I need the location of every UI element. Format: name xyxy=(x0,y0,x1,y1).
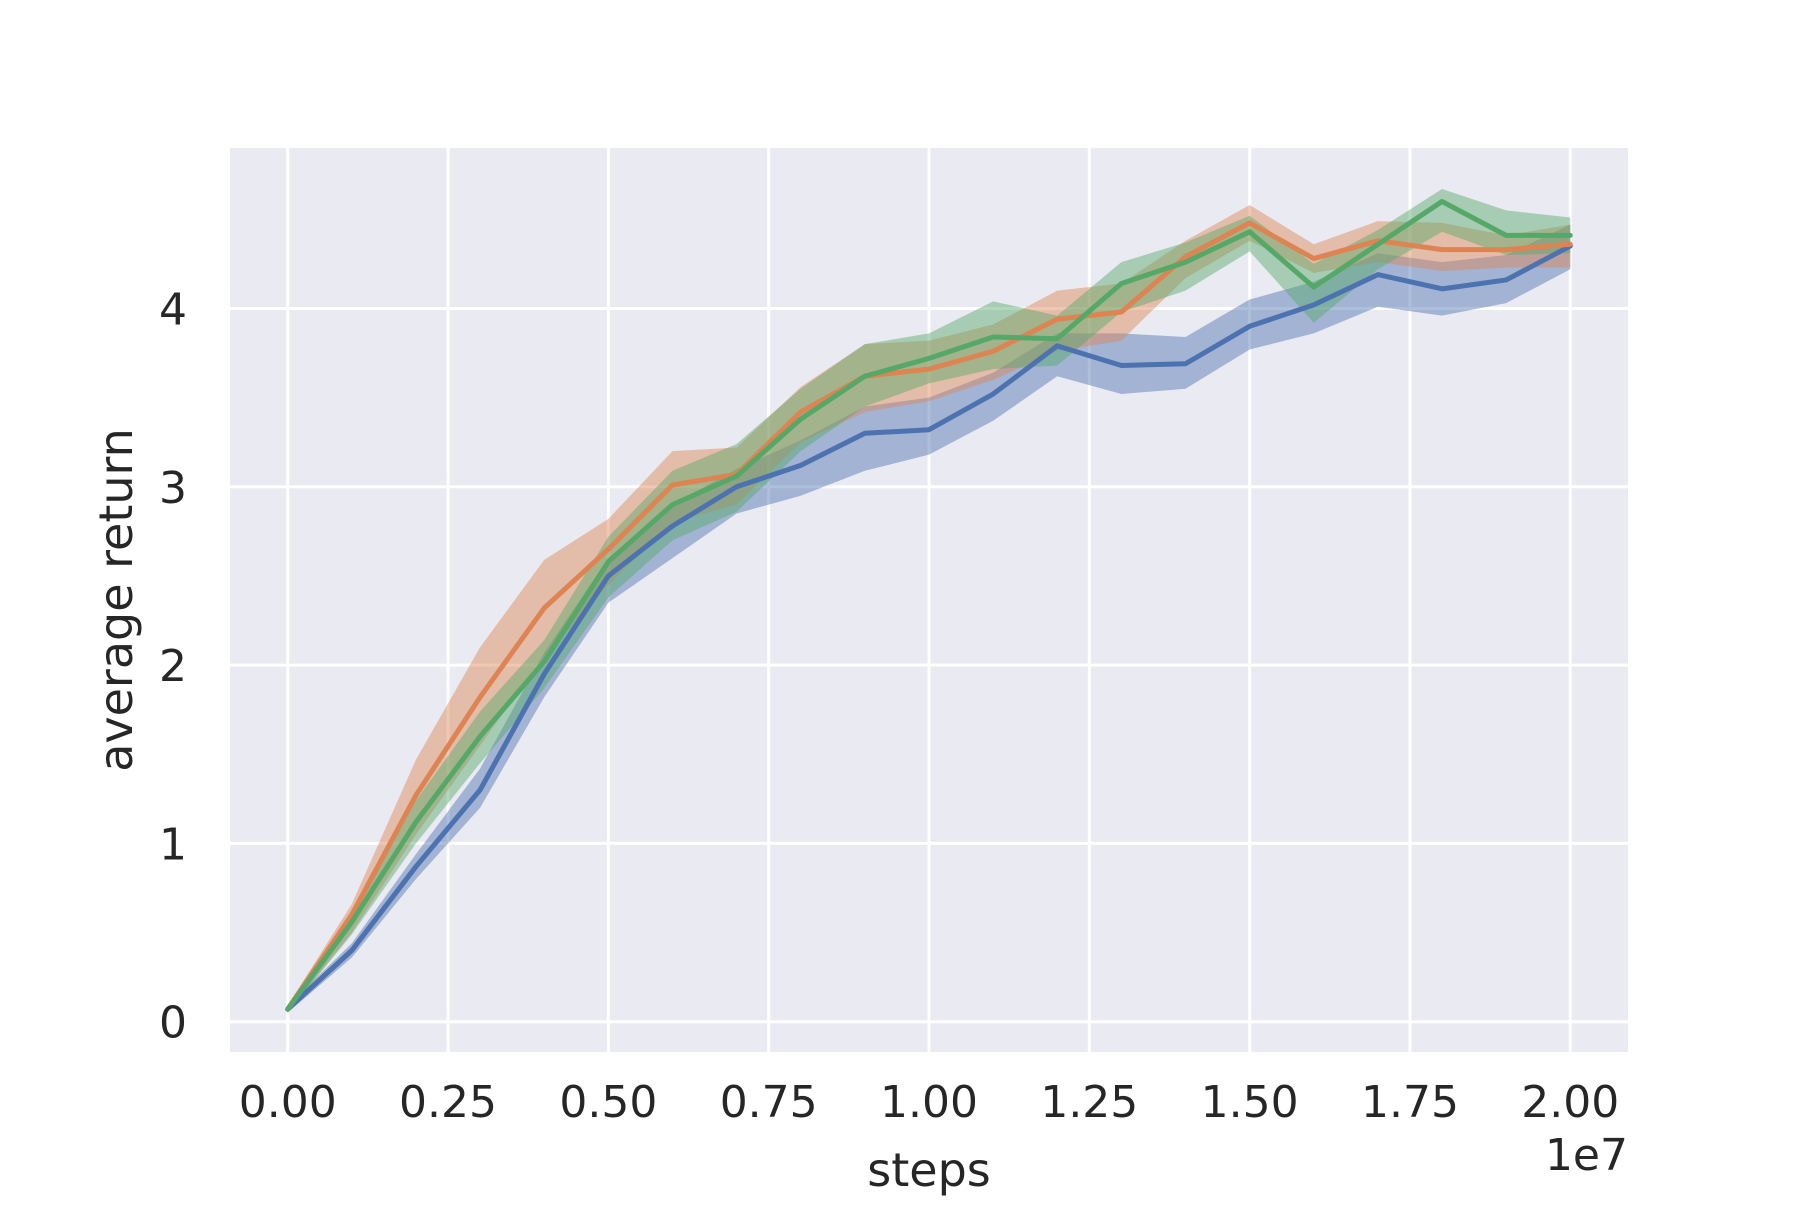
x-axis-title: steps xyxy=(867,1143,990,1197)
x-tick-label: 0.75 xyxy=(720,1077,818,1128)
x-tick-label: 1.00 xyxy=(880,1077,978,1128)
series-line-1 xyxy=(285,243,1573,1012)
x-tick-label: 2.00 xyxy=(1521,1077,1619,1128)
x-tick-label: 0.25 xyxy=(399,1077,497,1128)
y-tick-label: 2 xyxy=(159,641,187,692)
series-lines xyxy=(285,198,1573,1012)
y-tick-label: 1 xyxy=(159,819,187,870)
x-tick-label: 0.50 xyxy=(559,1077,657,1128)
x-tick-label: 1.25 xyxy=(1040,1077,1138,1128)
x-tick-label: 1.50 xyxy=(1201,1077,1299,1128)
y-tick-label: 0 xyxy=(159,998,187,1049)
y-tick-label: 4 xyxy=(159,284,187,335)
y-axis-title: average return xyxy=(89,428,143,772)
x-tick-label: 1.75 xyxy=(1361,1077,1459,1128)
tick-labels: 0.00 0.25 0.50 0.75 1.00 1.25 1.50 1.75 2.00 0 1 2 3… xyxy=(159,284,1619,1128)
x-tick-label: 0.00 xyxy=(239,1077,337,1128)
confidence-band-1 xyxy=(287,224,1571,1013)
y-tick-label: 3 xyxy=(159,463,187,514)
gridlines xyxy=(230,148,1628,1052)
series-line-3 xyxy=(285,198,1573,1012)
confidence-band-3 xyxy=(287,189,1571,1013)
x-axis-offset-label: 1e7 xyxy=(1545,1130,1628,1181)
series-line-2 xyxy=(285,220,1573,1012)
